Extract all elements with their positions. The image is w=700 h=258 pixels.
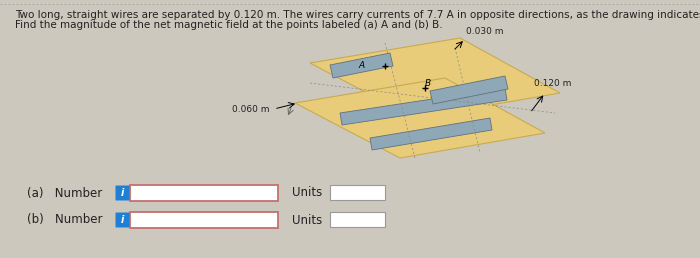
- Text: Units: Units: [292, 187, 322, 199]
- Text: T: T: [339, 187, 346, 199]
- Bar: [130, 185, 278, 201]
- Text: ∨: ∨: [374, 215, 381, 225]
- Text: i: i: [121, 188, 124, 198]
- Text: 0.030 m: 0.030 m: [466, 27, 503, 36]
- Text: A: A: [359, 61, 365, 70]
- Bar: [130, 212, 278, 228]
- Text: 0.060 m: 0.060 m: [232, 106, 270, 115]
- Text: Units: Units: [292, 214, 322, 227]
- Text: ∨: ∨: [374, 188, 381, 198]
- Text: Find the magnitude of the net magnetic field at the points labeled (a) A and (b): Find the magnitude of the net magnetic f…: [15, 20, 442, 30]
- FancyBboxPatch shape: [116, 186, 130, 200]
- Text: (b)   Number: (b) Number: [27, 214, 102, 227]
- FancyBboxPatch shape: [116, 213, 130, 228]
- Text: (a)   Number: (a) Number: [27, 187, 102, 199]
- Polygon shape: [430, 76, 508, 104]
- Polygon shape: [340, 88, 507, 125]
- Bar: [330, 185, 385, 200]
- Polygon shape: [370, 118, 492, 150]
- Text: Two long, straight wires are separated by 0.120 m. The wires carry currents of 7: Two long, straight wires are separated b…: [15, 10, 700, 20]
- Text: i: i: [121, 215, 124, 225]
- Polygon shape: [310, 38, 560, 118]
- Polygon shape: [330, 53, 393, 78]
- Bar: [330, 212, 385, 227]
- Text: 0.120 m: 0.120 m: [534, 79, 571, 88]
- Text: T: T: [339, 214, 346, 227]
- Text: B: B: [425, 78, 431, 87]
- Polygon shape: [295, 78, 545, 158]
